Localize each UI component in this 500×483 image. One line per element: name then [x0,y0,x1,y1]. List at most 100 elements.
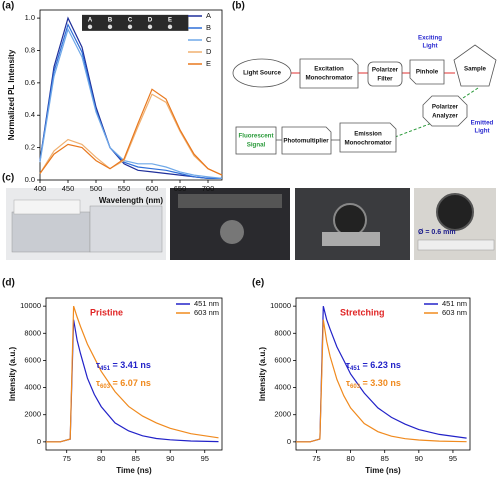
y-tick-label: 8000 [274,328,291,337]
y-tick-label: 2000 [274,410,291,419]
chamber-lid [178,194,282,208]
x-tick-label: 95 [449,454,457,463]
clamp [322,232,380,246]
y-axis-label: Normalized PL Intensity [7,49,16,140]
lifetime-sub: 603 [100,384,111,390]
scale-label: Ø = 0.6 mm [418,229,456,236]
x-tick-label: 85 [381,454,389,463]
lifetime-symbol: τ [346,360,350,370]
sample-node [453,44,497,87]
node-label: Fluorescent [238,133,273,140]
y-tick-label: 0 [37,437,41,446]
series-line [39,93,223,176]
x-tick-label: 75 [312,454,320,463]
x-tick-label: 95 [201,454,209,463]
x-tick-label: 85 [132,454,140,463]
y-tick-label: 2000 [24,410,41,419]
plot-frame [295,297,471,451]
inset-label: A [88,17,93,23]
inset-label: C [128,17,133,23]
lifetime: τ451 = 6.23 ns [346,360,401,371]
inset-sample [167,24,173,30]
lifetime: τ451 = 3.41 ns [96,360,151,371]
inset-label: D [148,17,153,23]
lifetime-text: = 3.30 ns [360,378,401,388]
legend-label: E [206,59,211,68]
lifetime-symbol: τ [96,360,100,370]
node-label: Polarizer [432,104,459,111]
node-label: Monochromator [305,75,353,82]
lifetime-text: = 3.41 ns [110,360,151,370]
y-axis-label: Intensity (a.u.) [8,347,17,402]
x-tick-label: 80 [97,454,105,463]
legend-label: 451 nm [194,299,219,308]
diagram: Light Source Excitation Monochromator Po… [232,35,497,155]
node-label: Polarizer [372,67,399,74]
lifetime-text: = 6.07 ns [110,378,151,388]
plot-frame [45,297,223,451]
node-label: Light Source [243,70,281,77]
inset-label: B [108,17,113,23]
x-tick-label: 400 [34,184,47,193]
y-tick-label: 4000 [24,383,41,392]
lifetime-symbol: τ [96,378,100,388]
y-tick-label: 4000 [274,383,291,392]
lifetime-symbol: τ [346,378,350,388]
series-line [46,305,219,443]
x-tick-label: 450 [62,184,75,193]
panel-label: (d) [2,278,15,289]
light-source-node [232,58,292,88]
emission-node [339,122,397,153]
instrument [89,205,163,253]
inset-sample [147,24,153,30]
inset-sample [107,24,113,30]
analyzer-node [422,95,468,127]
y-tick-label: 0.4 [25,110,35,119]
legend-label: 603 nm [442,308,467,317]
x-tick-label: 600 [146,184,159,193]
node-label: Pinhole [416,69,439,76]
y-tick-label: 0 [287,437,291,446]
x-tick-label: 700 [202,184,215,193]
node-label: Monochromator [344,140,392,147]
beam-label: Light [422,43,437,50]
node-label: Excitation [314,66,344,73]
x-axis-label: Time (ns) [116,466,152,475]
x-tick-label: 80 [346,454,354,463]
ruler [417,239,495,251]
series-line [39,22,222,179]
node-label: Emission [354,131,382,138]
holder [333,203,367,237]
photomultiplier-node [281,126,332,155]
y-tick-label: 6000 [24,355,41,364]
lifetime-sub: 451 [100,366,111,372]
annotation: Stretching [340,307,385,317]
beam-label: Light [474,128,489,135]
y-tick-label: 0.6 [25,78,35,87]
holder [220,220,244,244]
x-axis-label: Time (ns) [365,466,401,475]
plot-frame [39,9,223,181]
y-tick-label: 0.8 [25,45,35,54]
node-label: Sample [464,66,487,73]
node-label: Filter [377,76,393,83]
panel-label: (a) [2,1,14,12]
inset-sample [87,24,93,30]
x-tick-label: 90 [415,454,423,463]
lifetime: τ603 = 6.07 ns [96,378,151,389]
legend-label: 451 nm [442,299,467,308]
instrument-lid [13,199,81,215]
legend-label: C [206,35,212,44]
x-tick-label: 550 [118,184,131,193]
excitation-node [299,58,359,89]
legend-label: B [206,23,211,32]
y-tick-label: 0.2 [25,143,35,152]
panel-label: (c) [2,173,14,184]
annotation: Pristine [90,307,123,317]
x-tick-label: 75 [63,454,71,463]
y-tick-label: 1.0 [25,13,35,22]
legend-label: A [206,11,211,20]
x-tick-label: 650 [174,184,187,193]
x-tick-label: 90 [166,454,174,463]
